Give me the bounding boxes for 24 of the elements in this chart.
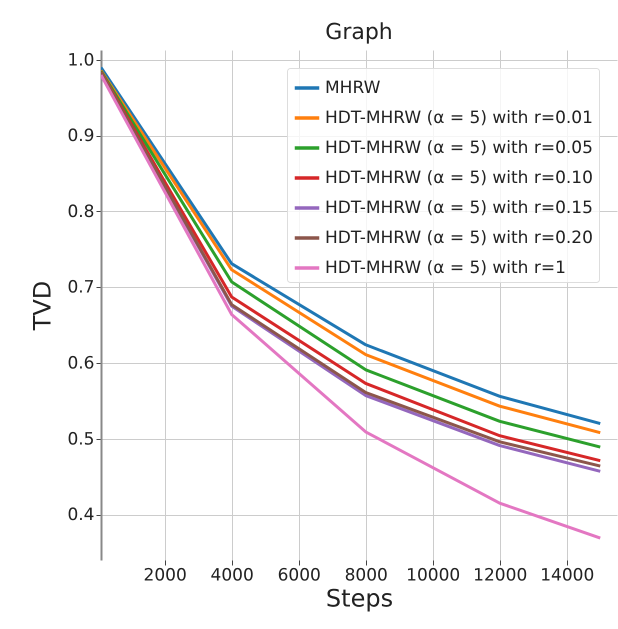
y-tick-label: 0.5: [67, 429, 94, 450]
x-tick-label: 12000: [473, 566, 528, 586]
legend-label: MHRW: [325, 78, 381, 98]
y-tick-label: 0.7: [67, 278, 94, 298]
legend-label: HDT-MHRW (α = 5) with r=1: [325, 258, 566, 278]
legend-label: HDT-MHRW (α = 5) with r=0.10: [325, 168, 593, 188]
chart-title: Graph: [325, 20, 393, 45]
x-tick-label: 6000: [278, 566, 321, 586]
x-tick-label: 10000: [406, 566, 460, 586]
x-tick-label: 8000: [344, 566, 388, 586]
legend-label: HDT-MHRW (α = 5) with r=0.05: [325, 138, 593, 158]
y-tick-label: 0.4: [67, 505, 94, 526]
x-tick-label: 4000: [210, 566, 254, 586]
y-axis-title: TVD: [28, 280, 56, 332]
x-axis-title: Steps: [326, 584, 394, 612]
legend-label: HDT-MHRW (α = 5) with r=0.15: [325, 198, 593, 218]
legend-label: HDT-MHRW (α = 5) with r=0.20: [325, 228, 593, 248]
x-tick-label: 14000: [540, 566, 594, 586]
legend-label: HDT-MHRW (α = 5) with r=0.01: [325, 108, 593, 128]
y-tick-label: 0.6: [67, 353, 94, 374]
y-tick-label: 1.0: [67, 50, 94, 70]
y-tick-label: 0.8: [67, 202, 94, 222]
y-tick-label: 0.9: [67, 126, 94, 146]
x-tick-label: 2000: [144, 566, 187, 586]
